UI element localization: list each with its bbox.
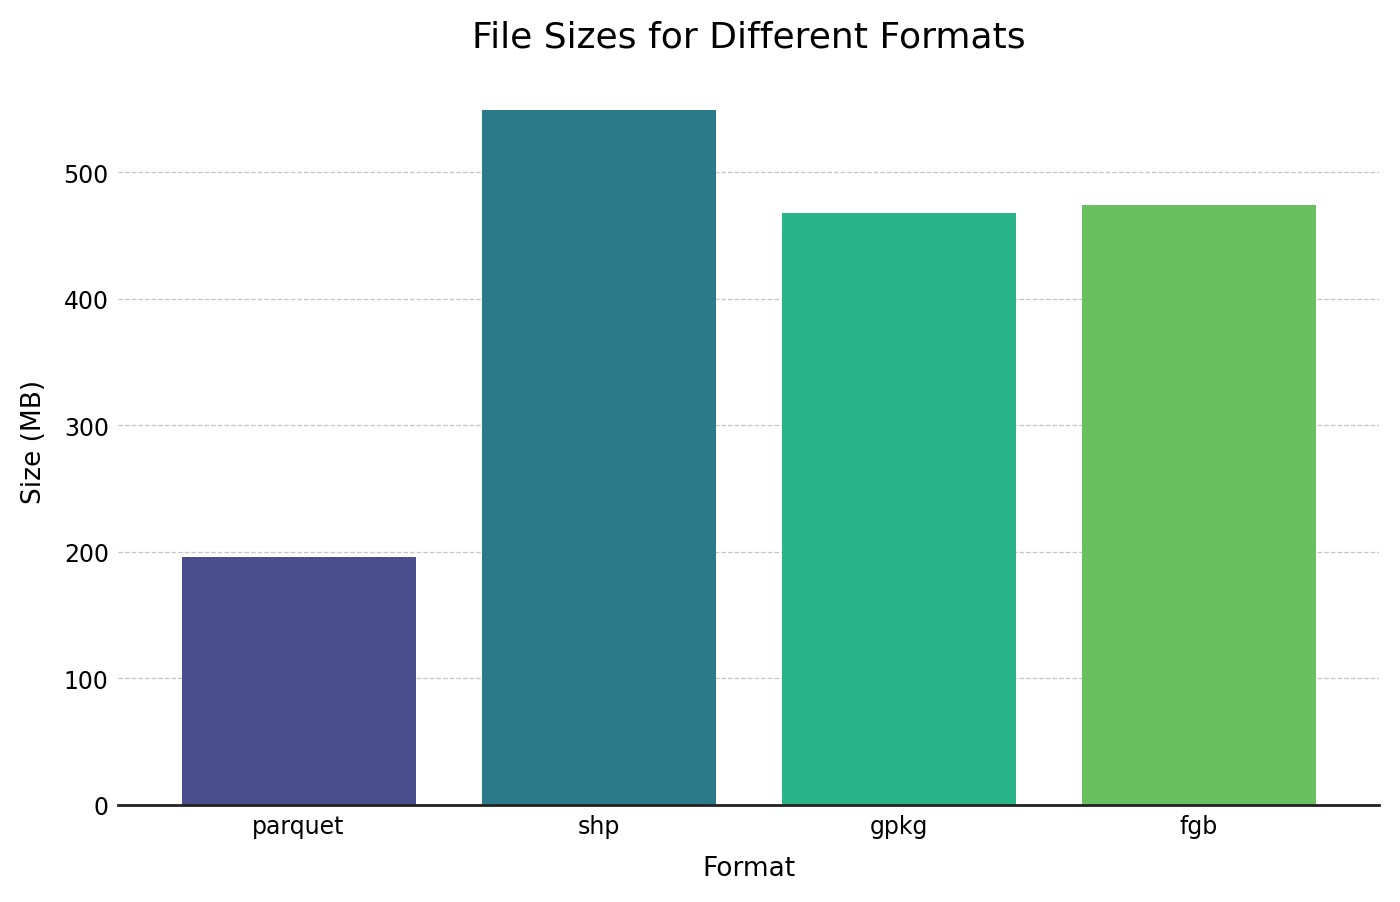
Bar (482, 111, 715, 805)
Bar (1082, 206, 1316, 805)
X-axis label: Format: Format (703, 855, 795, 881)
Y-axis label: Size (MB): Size (MB) (21, 380, 46, 503)
Bar (781, 214, 1016, 805)
Title: File Sizes for Different Formats: File Sizes for Different Formats (472, 21, 1026, 55)
Bar (182, 557, 416, 805)
